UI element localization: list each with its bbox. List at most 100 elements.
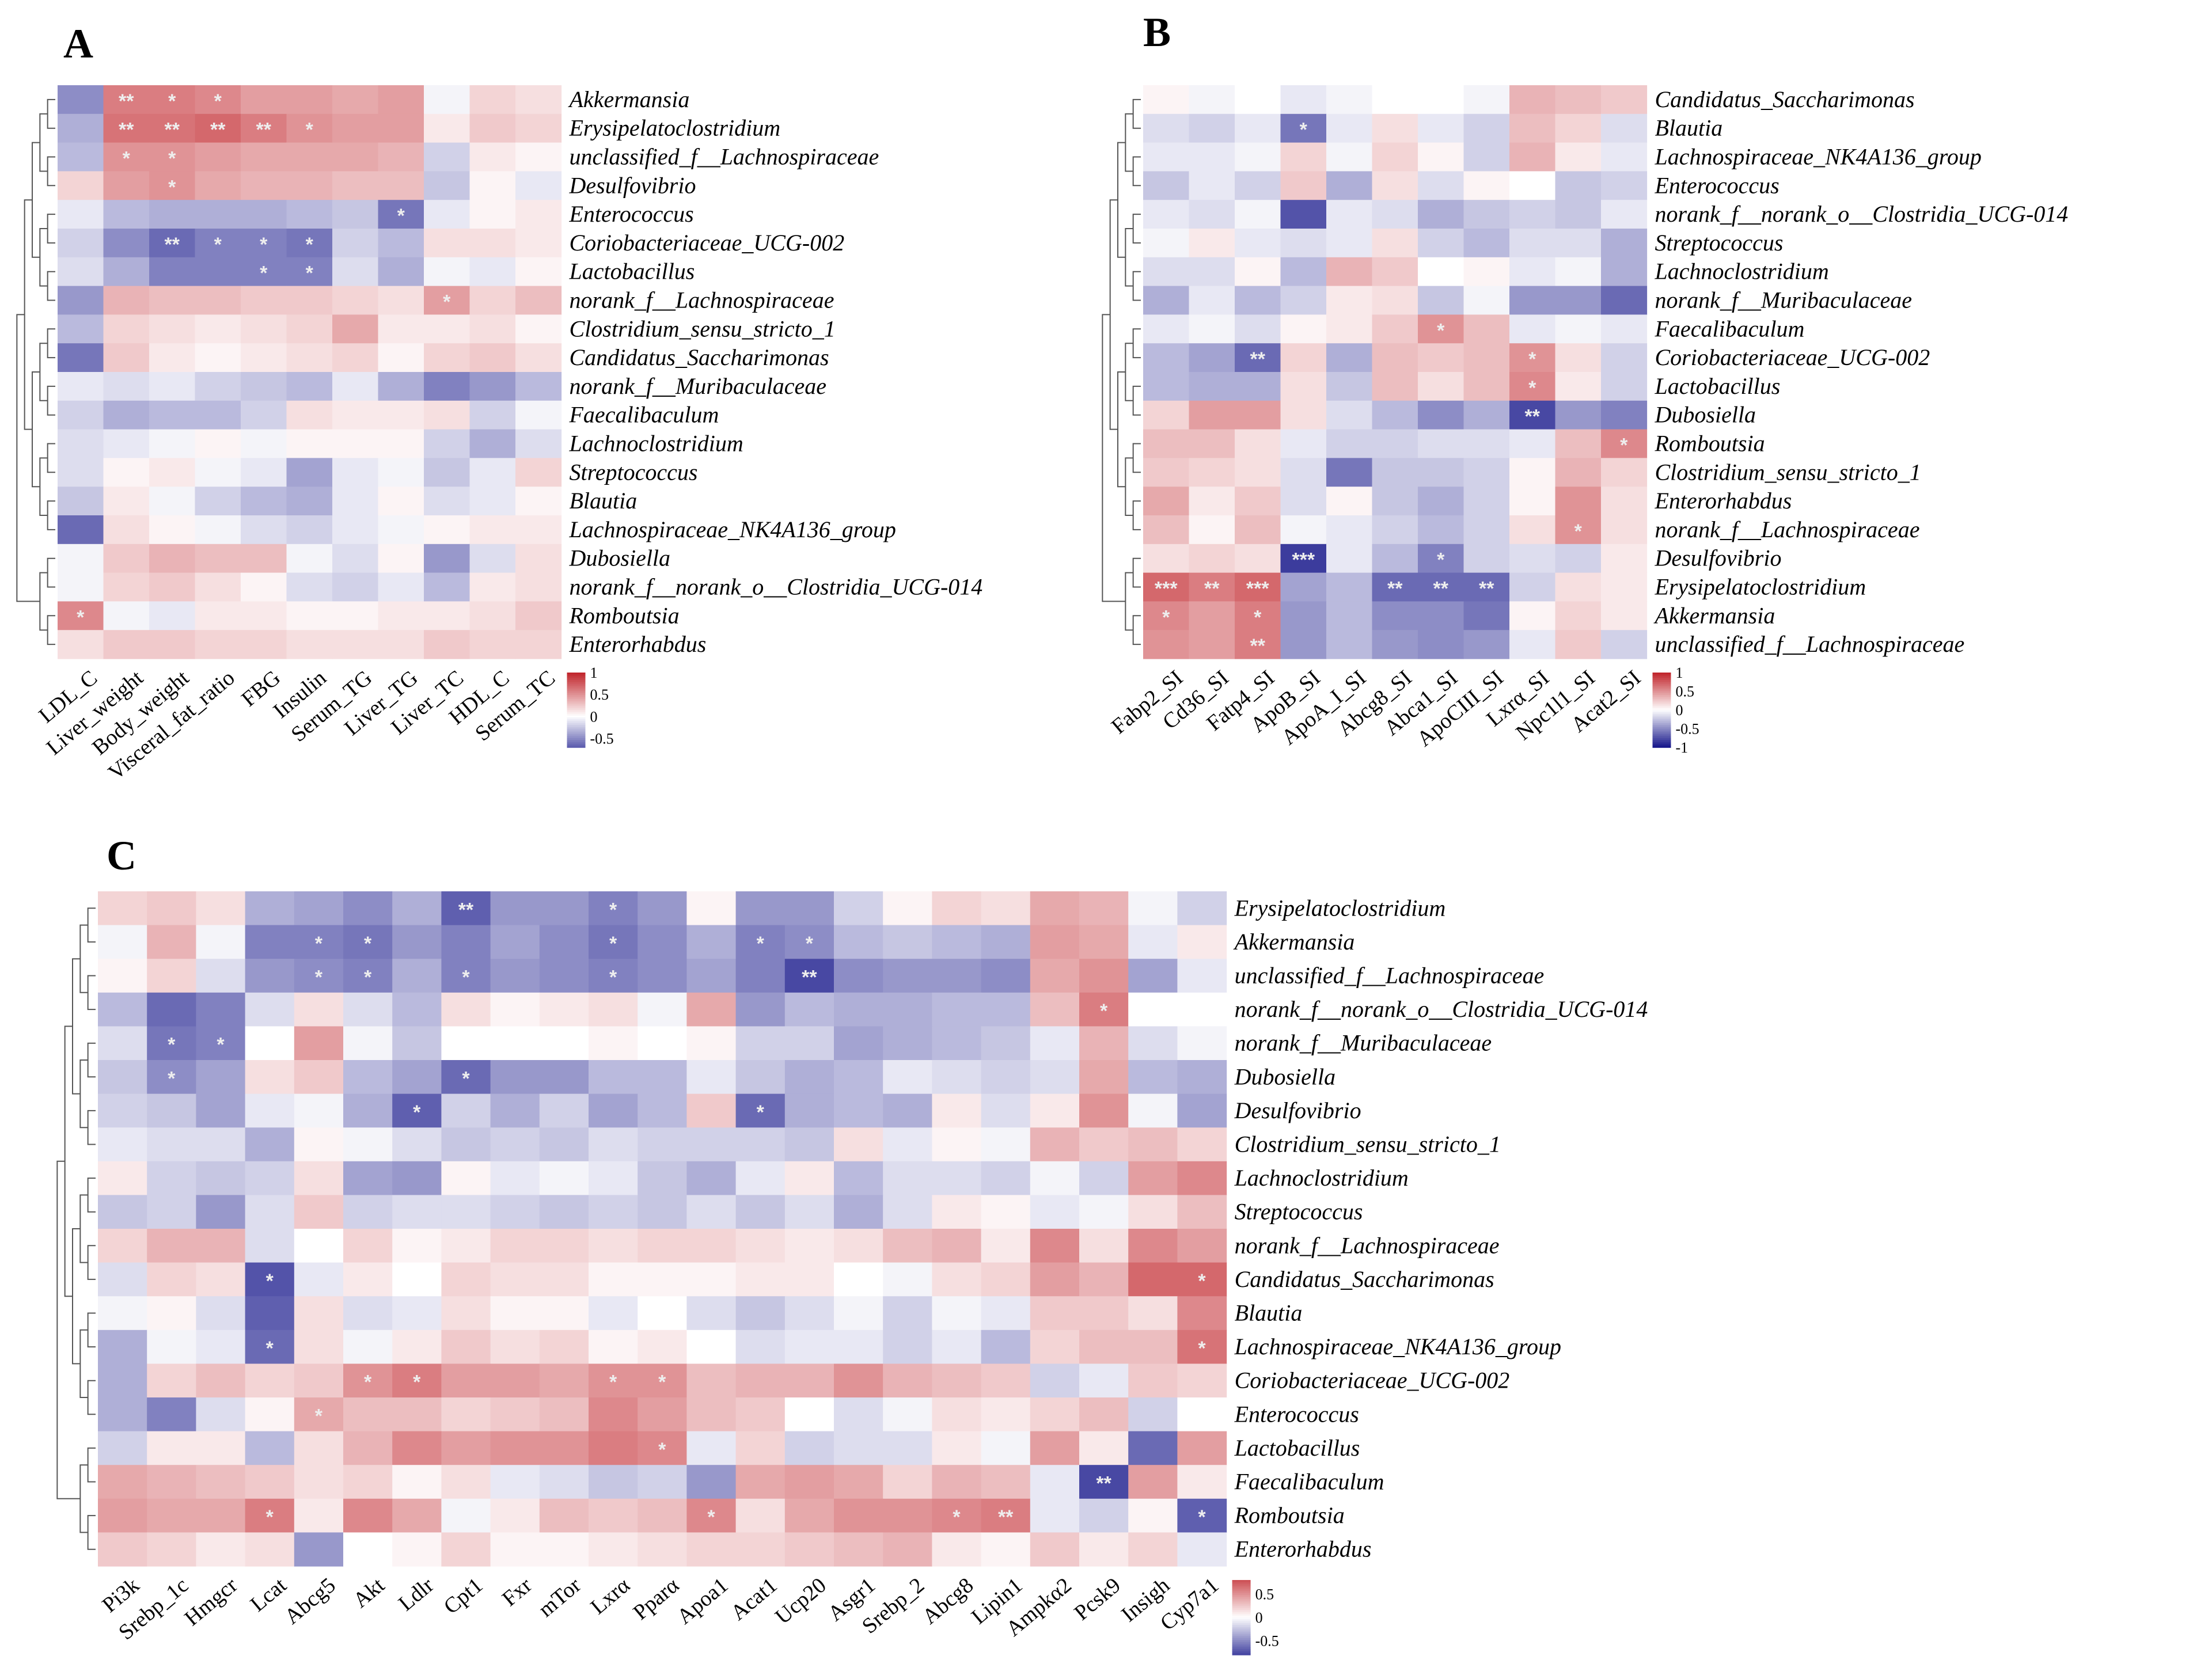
panel-c-cell [1079,992,1129,1027]
panel-b-row-label: unclassified_f__Lachnospiraceae [1655,631,1965,657]
panel-a-cell [241,429,287,458]
panel-c-cell [539,1262,589,1297]
panel-a-cell [149,429,196,458]
panel-b-cell [1418,487,1464,516]
panel-c-significance-mark: * [364,1372,372,1393]
panel-c-significance-mark: * [609,899,617,921]
panel-a-legend-tick: 0 [590,708,598,725]
panel-b-cell [1235,314,1281,344]
panel-a-cell [424,343,471,373]
panel-c-cell [294,1431,344,1465]
panel-b-cell [1235,400,1281,430]
panel-a-cell [149,372,196,401]
panel-a-significance-mark: * [443,291,451,313]
panel-c-cell [638,1093,687,1128]
panel-b-cell [1509,229,1556,258]
panel-c-cell [589,992,638,1027]
panel-b-cell [1372,487,1418,516]
panel-c-significance-mark: * [462,1068,470,1089]
panel-b-cell [1143,343,1190,373]
panel-c-legend-swatch [1232,1613,1251,1616]
panel-a-cell [469,544,516,573]
panel-c-cell [245,1262,295,1297]
panel-c-cell [589,1195,638,1229]
panel-c-row-label: Lactobacillus [1234,1435,1360,1461]
panel-c-legend-swatch [1232,1617,1251,1620]
panel-c-legend-swatch [1232,1604,1251,1607]
panel-c-cell [490,1093,540,1128]
panel-b-cell [1280,429,1327,458]
panel-c-significance-mark: * [707,1506,715,1528]
panel-c-cell [638,1195,687,1229]
panel-c-dendrogram-branch-4 [87,1178,96,1213]
panel-a-cell [515,572,562,602]
panel-c-cell [98,1532,147,1567]
panel-c-cell [735,1296,786,1331]
panel-b-legend-swatch [1652,698,1671,701]
panel-a-legend-swatch [567,740,586,743]
panel-c-cell [1177,1161,1227,1195]
panel-a-cell [241,544,287,573]
panel-a-cell [58,572,104,602]
panel-b-cell [1372,229,1418,258]
panel-a-cell [515,343,562,373]
panel-a-cell [378,400,424,430]
panel-a-cell [195,113,241,143]
panel-c-cell [638,1397,687,1432]
panel-c-cell [735,1195,786,1229]
panel-c-legend-swatch [1232,1608,1251,1611]
panel-b-cell [1555,544,1602,573]
panel-b-cell [1418,257,1464,287]
panel-c-cell [441,1026,491,1061]
panel-a-row-label: Desulfovibrio [569,172,696,198]
panel-b-cell [1372,113,1418,143]
panel-b-heatmap: B**** ********* **** ** *** ** ** *** ***Candida… [1102,9,2068,756]
panel-b-cell [1509,601,1556,631]
panel-c-cell [1079,1060,1129,1095]
panel-a-dendrogram-branch-0 [47,98,55,129]
panel-c-dendrogram-branch-18 [56,1160,81,1499]
panel-b-cell [1189,257,1235,287]
panel-c-cell [638,1330,687,1364]
panel-a-cell [469,314,516,344]
panel-c-cell [392,959,442,993]
panel-c-cell [490,1229,540,1263]
panel-c-cell [245,1465,295,1499]
panel-a-cell [103,343,150,373]
panel-b-legend-swatch [1652,730,1671,733]
panel-c-cell [1030,1363,1080,1398]
panel-c-cell [1079,891,1129,926]
panel-b-row-label: norank_f__norank_o__Clostridia_UCG-014 [1655,201,2069,227]
panel-c-legend-swatch [1232,1580,1251,1583]
panel-c-cell [1177,1465,1227,1499]
panel-b-cell [1463,229,1510,258]
panel-c-cell [589,1363,638,1398]
panel-c-cell [392,1498,442,1533]
panel-c-cell [883,1431,932,1465]
panel-c-cell [392,1026,442,1061]
panel-a-cell [241,515,287,545]
panel-c-cell [834,1229,883,1263]
panel-c-cell [932,1229,982,1263]
panel-b-cell [1235,113,1281,143]
panel-c-cell [245,959,295,993]
panel-c-cell [147,1262,196,1297]
panel-a-cell [58,601,104,631]
panel-c-cell [343,1026,393,1061]
panel-c-cell [490,1161,540,1195]
panel-a-cell [58,487,104,516]
panel-b-dendrogram-branch-1 [1132,156,1141,187]
panel-c-cell [245,1229,295,1263]
panel-b-significance-mark: * [1437,549,1445,571]
panel-b-cell [1601,343,1648,373]
panel-c-significance-mark: * [1198,1338,1206,1359]
panel-c-legend-swatch [1232,1583,1251,1586]
panel-b-cell [1143,372,1190,401]
panel-b-cell [1280,515,1327,545]
panel-b-legend-swatch [1652,693,1671,696]
panel-c-cell [196,1229,246,1263]
panel-b-cell [1235,429,1281,458]
panel-b-row-label: Erysipelatoclostridium [1655,574,1866,600]
panel-c-cell [1030,1296,1080,1331]
panel-c-cell [98,891,147,926]
